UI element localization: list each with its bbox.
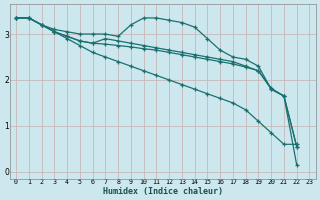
X-axis label: Humidex (Indice chaleur): Humidex (Indice chaleur) — [103, 187, 223, 196]
